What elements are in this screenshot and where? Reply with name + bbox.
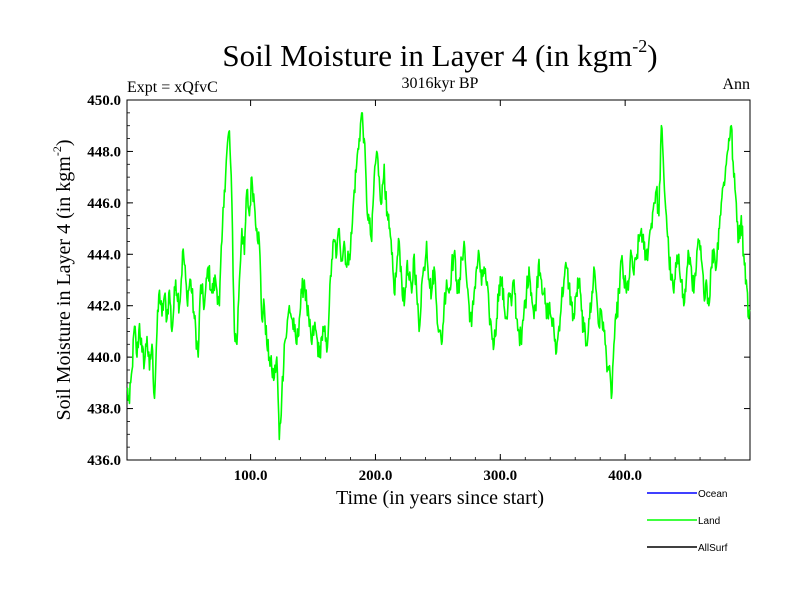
subtitle-center: 3016kyr BP (402, 75, 479, 92)
y-tick-label: 448.0 (87, 144, 121, 160)
subtitle-right: Ann (722, 76, 750, 93)
x-tick-label: 400.0 (608, 468, 642, 484)
series-line-land (126, 112, 751, 441)
y-tick-label: 436.0 (87, 453, 121, 469)
series-layer (126, 112, 751, 441)
y-axis-label: Soil Moisture in Layer 4 (in kgm-2) (50, 139, 75, 420)
tick-labels: 436.0 438.0 440.0 442.0 444.0 446.0 448.0 450.0… (87, 93, 642, 484)
y-tick-label: 442.0 (87, 299, 121, 315)
chart-title: Soil Moisture in Layer 4 (in kgm-2) (222, 36, 657, 73)
legend-label-land: Land (698, 516, 720, 527)
x-tick-label: 100.0 (234, 468, 268, 484)
legend: Ocean Land AllSurf (647, 489, 728, 554)
x-axis-label: Time (in years since start) (336, 487, 544, 509)
subtitle-left: Expt = xQfvC (127, 79, 218, 96)
legend-label-ocean: Ocean (698, 489, 727, 500)
legend-label-allsurf: AllSurf (698, 543, 728, 554)
y-tick-label: 444.0 (87, 247, 121, 263)
x-tick-label: 300.0 (483, 468, 517, 484)
y-tick-label: 450.0 (87, 93, 121, 109)
y-tick-label: 440.0 (87, 350, 121, 366)
x-tick-label: 200.0 (359, 468, 393, 484)
y-tick-label: 446.0 (87, 196, 121, 212)
y-tick-label: 438.0 (87, 402, 121, 418)
